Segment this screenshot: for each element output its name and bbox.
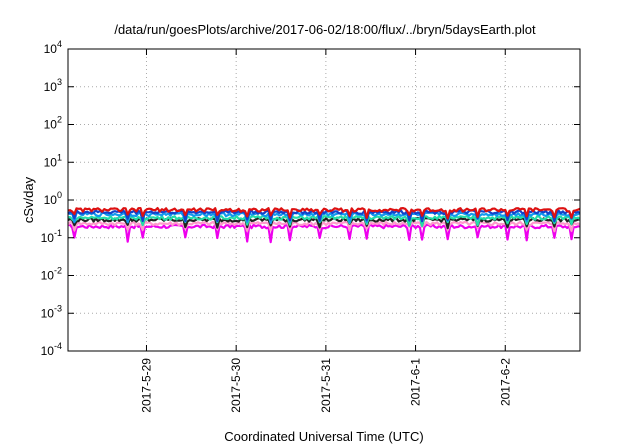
y-tick-label: 10-4 (41, 341, 62, 358)
x-tick-label: 2017-5-30 (229, 358, 243, 413)
x-axis-label: Coordinated Universal Time (UTC) (224, 429, 423, 444)
series-line (67, 214, 581, 228)
series-group (67, 207, 581, 244)
y-tick-label: 101 (44, 152, 62, 169)
x-axis: 2017-5-29 2017-5-30 2017-5-31 2017-6-1 2017-… (139, 49, 512, 413)
series-line (67, 223, 581, 244)
y-tick-label: 10-2 (41, 266, 62, 283)
y-tick-label: 100 (44, 190, 62, 207)
series-line (67, 220, 581, 233)
y-tick-label: 104 (44, 39, 62, 56)
y-tick-label: 102 (44, 115, 62, 132)
x-tick-label: 2017-5-31 (319, 358, 333, 413)
y-tick-label: 10-3 (41, 303, 62, 320)
chart-title: /data/run/goesPlots/archive/2017-06-02/1… (114, 22, 536, 37)
x-tick-label: 2017-6-2 (498, 358, 512, 406)
grid-lines (68, 49, 580, 351)
y-tick-label: 10-1 (41, 228, 62, 245)
series-line (67, 207, 581, 220)
x-tick-label: 2017-5-29 (139, 358, 153, 413)
y-axis: 10-4 10-3 10-2 10-1 100 101 102 103 104 (41, 39, 580, 358)
series-line (67, 209, 581, 223)
x-tick-label: 2017-6-1 (409, 358, 423, 406)
y-axis-label: cSv/day (21, 176, 36, 223)
y-tick-label: 103 (44, 77, 62, 94)
